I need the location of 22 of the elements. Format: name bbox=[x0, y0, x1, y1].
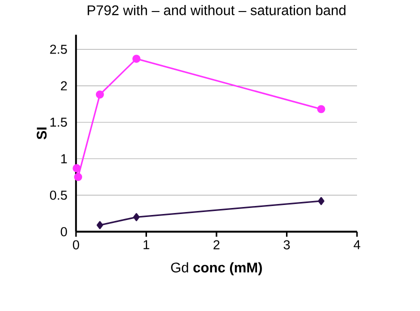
point bbox=[96, 90, 104, 99]
point bbox=[74, 172, 82, 182]
y-tick-label: 2.5 bbox=[50, 44, 67, 54]
y-tick-label: 1.5 bbox=[50, 118, 67, 127]
point bbox=[317, 105, 326, 114]
point bbox=[96, 221, 104, 230]
x-tick-label: 3 bbox=[284, 240, 290, 250]
x-axis-title: Gd conc (mM) bbox=[171, 262, 262, 276]
y-tick-label: 2 bbox=[60, 81, 67, 90]
y-axis-title: SI bbox=[36, 128, 47, 140]
x-tick-label: 0 bbox=[72, 240, 80, 250]
y-tick-label: 0.5 bbox=[50, 190, 67, 200]
y-tick-label: 1 bbox=[61, 154, 67, 164]
y-tick-label: 0 bbox=[60, 227, 67, 236]
x-tick-label: 2 bbox=[214, 240, 220, 250]
point bbox=[133, 213, 140, 222]
x-tick-label: 1 bbox=[144, 240, 150, 250]
point bbox=[318, 197, 324, 206]
point bbox=[132, 54, 140, 63]
point bbox=[72, 164, 81, 172]
x-tick-label: 4 bbox=[354, 240, 360, 250]
chart-title: P792 with – and without – saturation band bbox=[88, 4, 346, 16]
